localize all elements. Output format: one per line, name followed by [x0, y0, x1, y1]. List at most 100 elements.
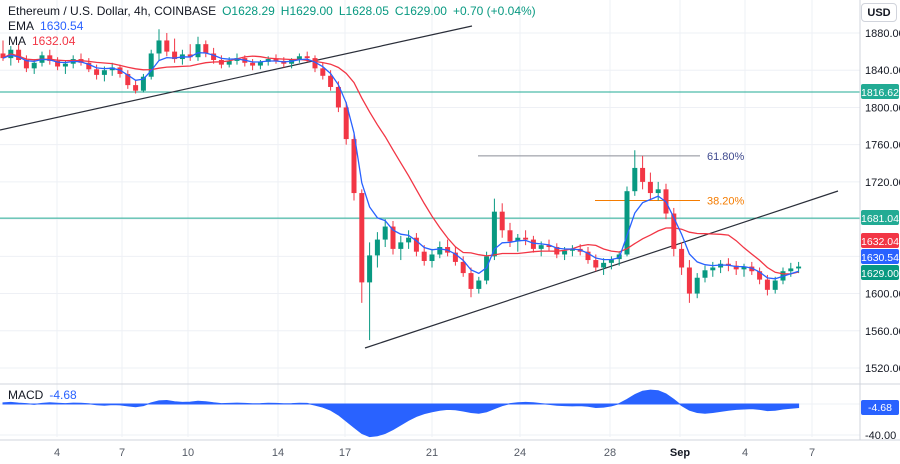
ohlc-close-value: C1629.00 — [394, 4, 447, 18]
candle-body — [499, 211, 505, 231]
candle-body — [733, 265, 739, 270]
candle-body — [47, 55, 53, 61]
currency-toggle-button[interactable]: USD — [861, 3, 897, 22]
macd-chip-label: -4.68 — [868, 402, 892, 414]
macd-axis-tick: -40.00 — [865, 430, 896, 442]
candle-body — [320, 68, 326, 76]
candle-body — [530, 239, 536, 249]
candle-body — [749, 266, 755, 272]
candle-body — [140, 76, 146, 91]
candle-body — [421, 251, 427, 261]
macd-legend-row[interactable]: MACD -4.68 — [8, 388, 77, 402]
candle-body — [296, 56, 302, 60]
candle-body — [562, 250, 568, 255]
candle-body — [757, 271, 763, 280]
candle-body — [187, 54, 193, 58]
price-chip-label: 1816.62 — [861, 87, 899, 99]
candle-body — [164, 40, 170, 52]
candle-body — [156, 40, 162, 54]
price-axis[interactable]: 1880.00 1840.00 1800.00 1760.00 1720.00 1600.… — [861, 28, 900, 442]
candle-body — [0, 53, 6, 59]
macd-indicator-value: -4.68 — [49, 388, 77, 402]
ma-line[interactable] — [2, 53, 799, 275]
candle-body — [632, 167, 638, 192]
candle-body — [31, 62, 37, 69]
candle-body — [476, 280, 482, 289]
candle-body — [608, 259, 614, 263]
price-axis-tick: 1880.00 — [865, 28, 900, 40]
ohlc-high-value: H1629.00 — [280, 4, 333, 18]
candle-body — [273, 59, 279, 61]
candle-body — [413, 237, 419, 252]
candle-body — [694, 277, 700, 294]
candle-body — [148, 53, 154, 77]
ema-legend-row[interactable]: EMA 1630.54 — [8, 19, 536, 33]
price-axis-tick: 1600.00 — [865, 289, 900, 301]
candle-body — [343, 107, 349, 140]
price-axis-chip — [861, 233, 899, 248]
candle-body — [125, 73, 131, 86]
candle-body — [764, 279, 770, 290]
time-axis[interactable]: 4 7 10 14 17 21 24 28 Sep 4 7 — [54, 447, 815, 459]
candle-body — [624, 191, 630, 255]
candle-body — [593, 260, 599, 268]
time-axis-label: 7 — [119, 447, 125, 459]
price-axis-chip — [861, 84, 899, 99]
candle-body — [788, 268, 794, 272]
price-chip-label: 1630.54 — [861, 252, 899, 264]
candle-body — [546, 245, 552, 248]
candle-body — [250, 62, 256, 66]
candle-body — [226, 60, 232, 65]
candle-body — [374, 239, 380, 256]
candle-body — [538, 245, 544, 249]
candle-body — [62, 63, 68, 67]
candle-body — [86, 62, 92, 70]
candle-body — [460, 261, 466, 274]
candle-body — [382, 226, 388, 240]
ma-indicator-label[interactable]: MA — [8, 34, 26, 48]
candle-body — [16, 49, 22, 60]
symbol-title[interactable]: Ethereum / U.S. Dollar, 4h, COINBASE — [8, 4, 217, 18]
candle-body — [359, 193, 365, 283]
candle-body — [94, 69, 100, 75]
macd-histogram-area — [2, 389, 800, 438]
trendline[interactable] — [0, 25, 473, 131]
ema-line[interactable] — [2, 52, 799, 280]
candle-body — [195, 44, 201, 58]
candle-body — [55, 60, 61, 67]
ema-indicator-label[interactable]: EMA — [8, 19, 35, 33]
candle-body — [515, 237, 521, 242]
candle-body — [429, 254, 435, 261]
time-axis-label: 14 — [272, 447, 284, 459]
symbol-legend-row[interactable]: Ethereum / U.S. Dollar, 4h, COINBASE O16… — [8, 4, 536, 18]
trendline[interactable] — [364, 190, 839, 349]
ma-indicator-value: 1632.04 — [32, 34, 76, 48]
price-chip-label: 1632.04 — [861, 236, 899, 248]
candle-body — [679, 248, 685, 268]
candle-body — [710, 267, 716, 271]
ohlc-open-value: O1628.29 — [222, 4, 275, 18]
candle-body — [437, 247, 443, 255]
candle-body — [640, 167, 646, 182]
candle-body — [601, 262, 607, 268]
price-axis-chip — [861, 249, 899, 264]
ohlc-low-value: L1628.05 — [338, 4, 389, 18]
candle-body — [523, 237, 529, 240]
fib-level-label: 38.20% — [707, 196, 745, 208]
time-axis-label: 4 — [54, 447, 60, 459]
price-chip-label: 1629.00 — [861, 268, 899, 280]
price-axis-tick: 1800.00 — [865, 102, 900, 114]
candle-body — [796, 266, 802, 269]
ma-legend-row[interactable]: MA 1632.04 — [8, 34, 536, 48]
macd-axis-chip — [861, 400, 899, 415]
macd-indicator-label[interactable]: MACD — [8, 388, 44, 402]
time-axis-label: 24 — [514, 447, 526, 459]
candle-body — [655, 189, 661, 194]
chart-legend: Ethereum / U.S. Dollar, 4h, COINBASE O16… — [8, 4, 536, 49]
time-axis-label: 10 — [182, 447, 194, 459]
candle-body — [335, 86, 341, 108]
candle-body — [398, 242, 404, 249]
price-axis-tick: 1720.00 — [865, 177, 900, 189]
